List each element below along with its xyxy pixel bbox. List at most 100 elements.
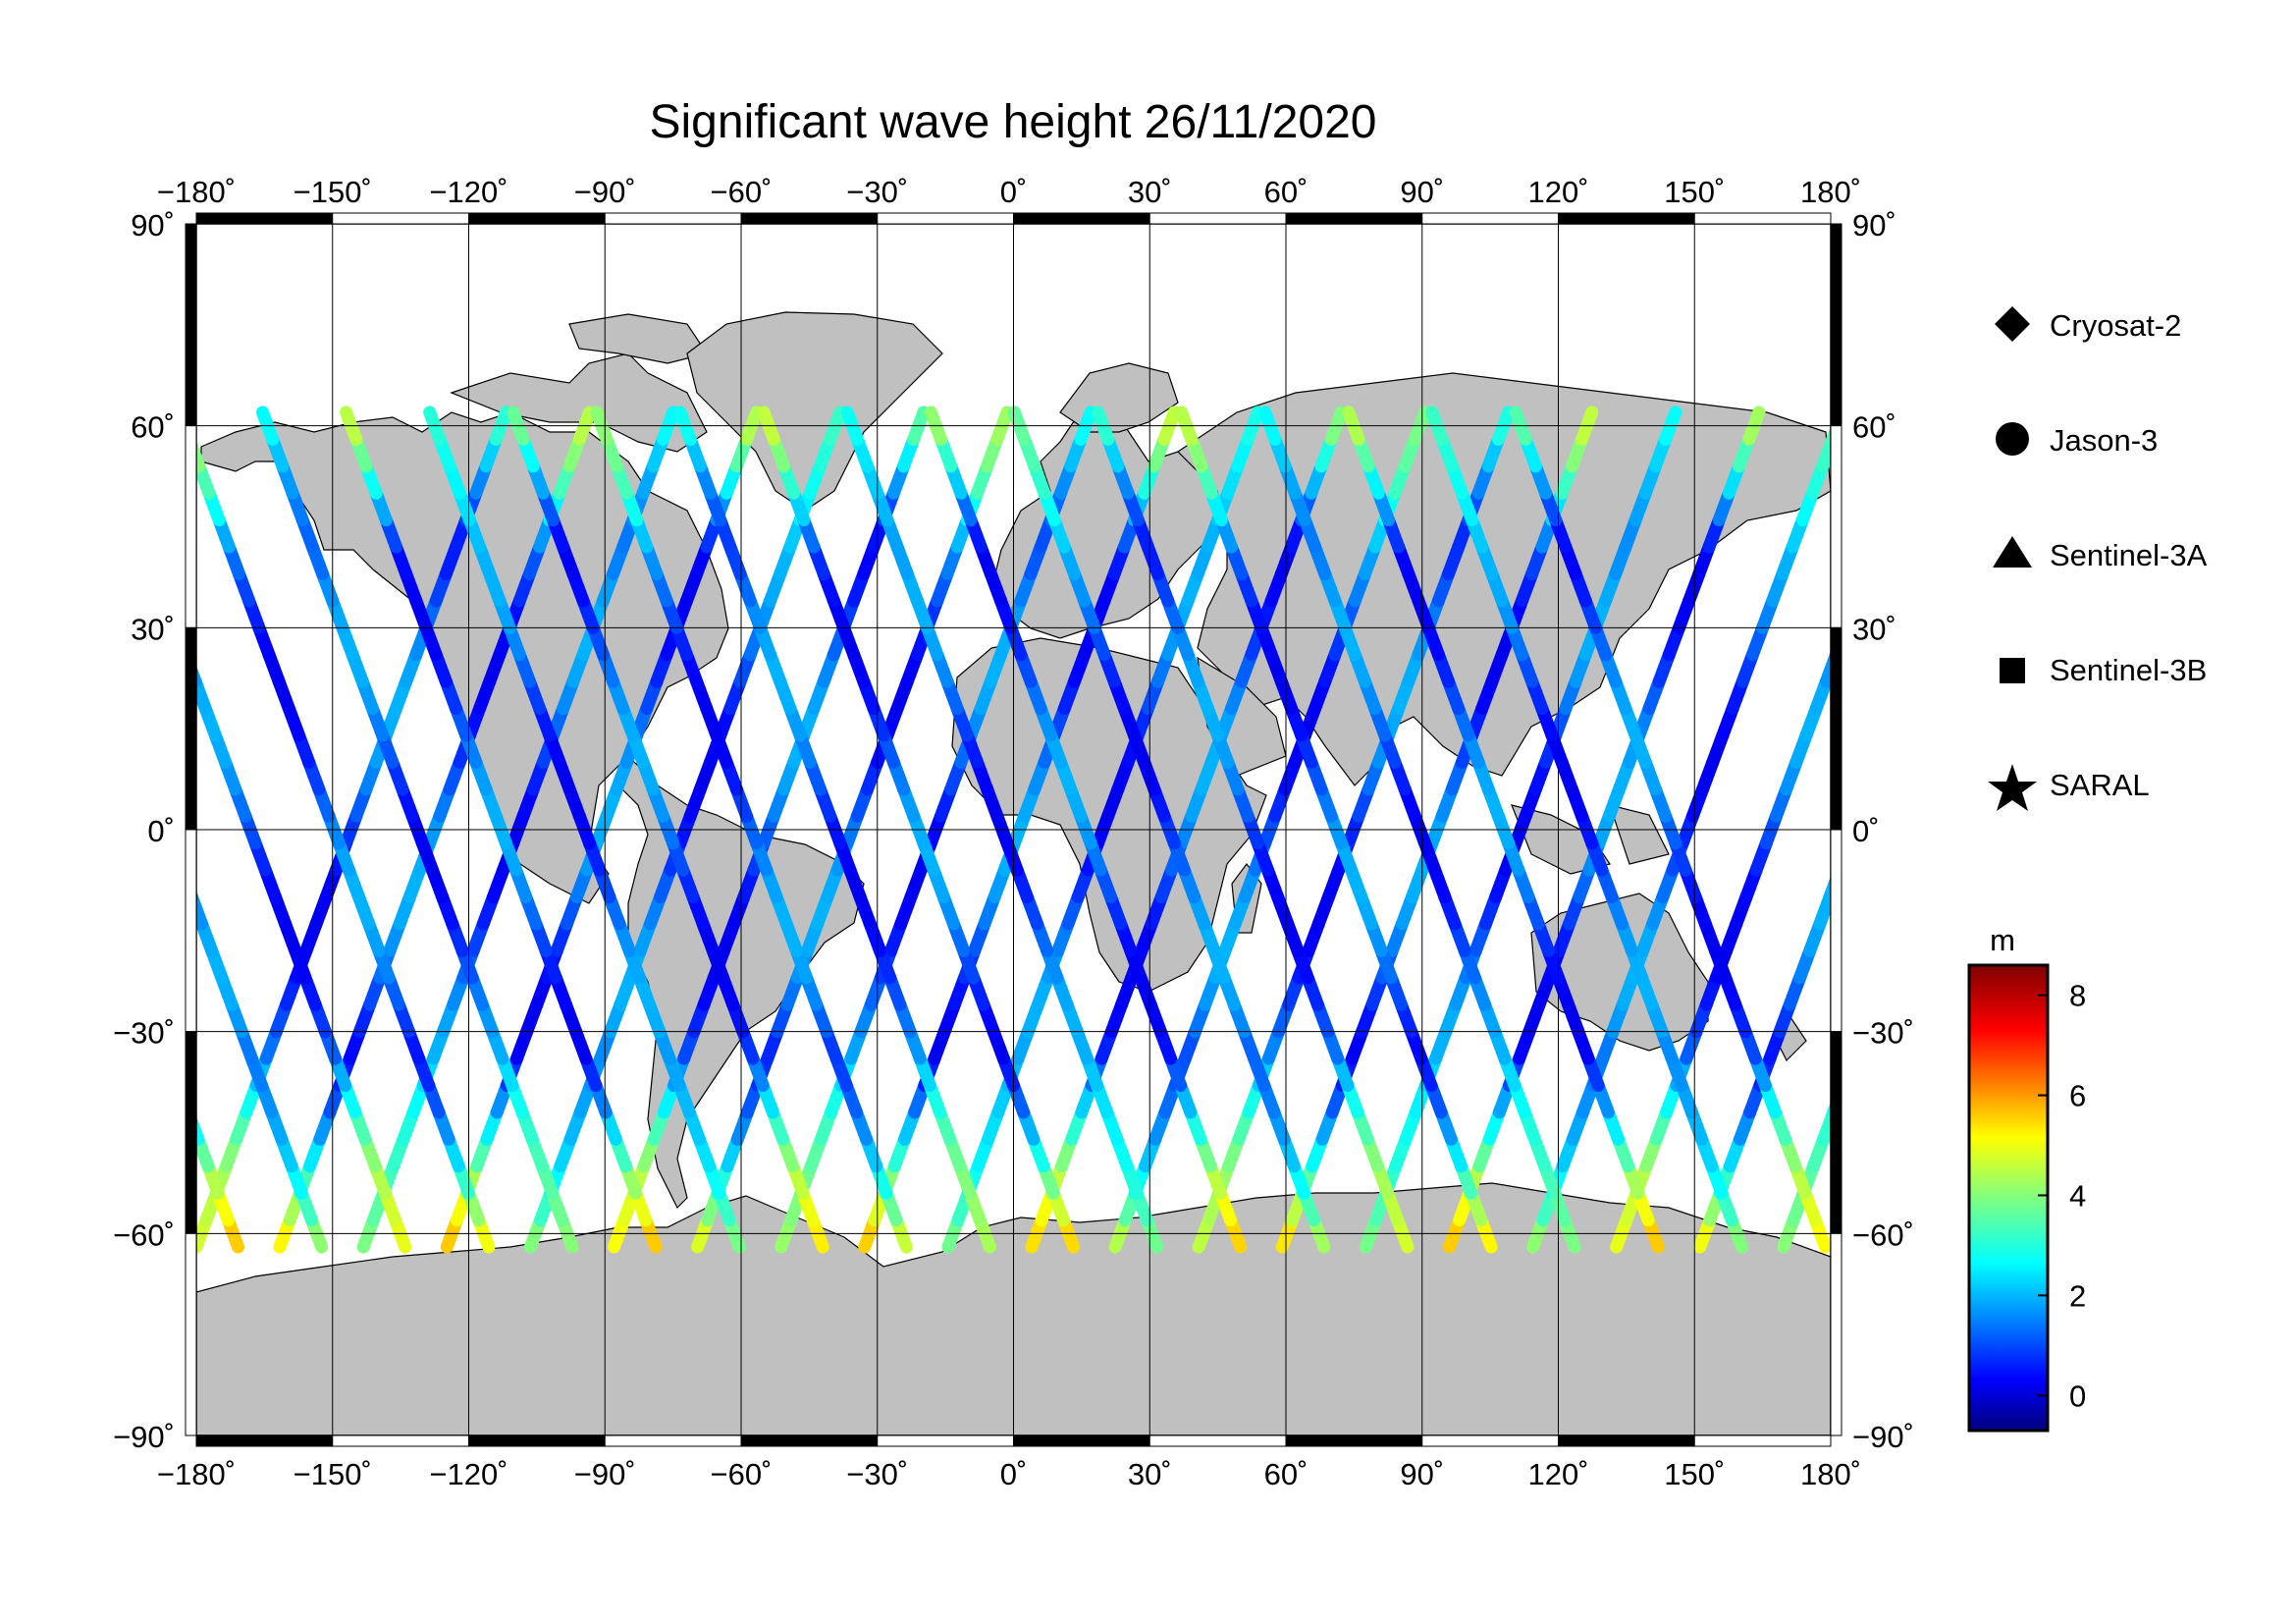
- track-segment: [132, 735, 141, 762]
- lat-tick-right: −30˚: [1852, 1016, 1914, 1051]
- track-segment: [28, 681, 38, 708]
- lon-tick-top: 120˚: [1527, 175, 1588, 209]
- map-title: Significant wave height 26/11/2020: [650, 96, 1377, 148]
- circle-icon: [1996, 422, 2029, 456]
- track-segment: [1860, 789, 1870, 816]
- track-segment: [1959, 520, 1969, 547]
- track-segment: [52, 520, 62, 547]
- track-segment: [1923, 843, 1933, 870]
- track-segment: [126, 493, 135, 519]
- colorbar-ticks: 8 6 4 2 0: [2038, 979, 2086, 1413]
- track-segment: [1816, 433, 1831, 473]
- lon-tick-bottom: −180˚: [157, 1457, 236, 1491]
- lon-tick-bottom: −90˚: [574, 1457, 636, 1491]
- colorbar: m 8 6 4 2 0: [1967, 923, 2086, 1433]
- frame-bar-bottom: [740, 1434, 879, 1447]
- track-segment: [176, 627, 186, 654]
- frame-bar-top: [1421, 212, 1559, 225]
- lon-tick-bottom: 120˚: [1527, 1457, 1588, 1491]
- track-segment: [106, 439, 116, 465]
- frame-bar-top: [1013, 212, 1150, 225]
- lon-tick-bottom: −120˚: [429, 1457, 507, 1491]
- track-segment: [1884, 950, 1894, 977]
- lat-tick-left: 30˚: [131, 612, 175, 646]
- track-segment: [62, 547, 72, 573]
- legend-label: Sentinel-3A: [2050, 538, 2208, 572]
- track-segment: [1856, 573, 1866, 600]
- lat-tick-left: −30˚: [113, 1016, 175, 1051]
- track-segment: [48, 735, 58, 762]
- lon-tick-bottom: −150˚: [294, 1457, 372, 1491]
- lat-tick-left: 90˚: [131, 208, 175, 243]
- track-segment: [1866, 547, 1876, 573]
- legend-item-cryosat: Cryosat-2: [1995, 306, 2181, 343]
- lat-tick-right: 0˚: [1852, 814, 1880, 848]
- track-segment: [2054, 493, 2063, 519]
- lon-tick-bottom: 60˚: [1264, 1457, 1308, 1491]
- track-segment: [1983, 681, 1993, 708]
- colorbar-tick-label: 0: [2069, 1379, 2086, 1413]
- diamond-icon: [1995, 306, 2030, 342]
- frame-bar-top: [195, 212, 334, 225]
- lon-tick-top: −180˚: [157, 175, 236, 209]
- track-segment: [108, 897, 118, 924]
- lon-tick-top: −30˚: [846, 175, 908, 209]
- track-segment: [79, 816, 88, 842]
- track-segment: [12, 412, 22, 439]
- axis-tick-labels: −180˚ −180˚ −150˚ −150˚ −120˚ −120˚ −90˚ −90˚ −6…: [113, 175, 1914, 1491]
- colorbar-tick-label: 2: [2069, 1278, 2086, 1313]
- colorbar-unit: m: [1990, 923, 2015, 957]
- track-segment: [1890, 709, 1899, 735]
- map-area: [0, 224, 2073, 1435]
- lon-tick-bottom: 90˚: [1400, 1457, 1444, 1491]
- track-segment: [155, 573, 165, 600]
- lon-tick-top: 60˚: [1264, 175, 1308, 209]
- frame-bar-top: [740, 212, 879, 225]
- lon-tick-bottom: 150˚: [1664, 1457, 1725, 1491]
- track-segment: [1873, 978, 1883, 1004]
- track-segment: [2063, 466, 2073, 493]
- lat-tick-right: −60˚: [1852, 1217, 1914, 1252]
- frame-bar-bottom: [1148, 1434, 1287, 1447]
- track-segment: [1970, 493, 1980, 519]
- legend-label: Sentinel-3B: [2050, 653, 2207, 687]
- track-segment: [1899, 681, 1909, 708]
- track-segment: [2013, 601, 2023, 627]
- frame-bar-bottom: [1558, 1434, 1695, 1447]
- track-segment: [1953, 762, 1963, 788]
- frame-bar-left: [185, 1232, 197, 1436]
- frame-bar-top: [468, 212, 606, 225]
- lat-tick-right: 30˚: [1852, 612, 1896, 646]
- legend-label: SARAL: [2050, 768, 2150, 802]
- legend-item-jason: Jason-3: [1996, 422, 2158, 458]
- track-segment: [1819, 651, 1831, 688]
- legend-item-saral: SARAL: [1988, 764, 2150, 811]
- frame-bar-top: [1558, 212, 1695, 225]
- frame-bar-right: [1830, 829, 1842, 1033]
- frame-bar-bottom: [468, 1434, 606, 1447]
- track-segment: [58, 762, 68, 788]
- track-segment: [19, 655, 28, 681]
- track-segment: [1940, 573, 1949, 600]
- track-segment: [112, 681, 122, 708]
- square-icon: [2000, 658, 2025, 683]
- colorbar-tick-label: 6: [2069, 1079, 2086, 1113]
- track-segment: [2033, 547, 2043, 573]
- track-segment: [1913, 870, 1923, 896]
- track-segment: [81, 601, 91, 627]
- legend-label: Cryosat-2: [2050, 308, 2181, 343]
- track-segment: [98, 870, 108, 896]
- track-segment: [95, 412, 105, 439]
- track-segment: [138, 978, 148, 1004]
- frame-bar-right: [1830, 1232, 1842, 1436]
- lon-tick-bottom: 0˚: [1000, 1457, 1028, 1491]
- track-segment: [1886, 493, 1896, 519]
- track-segment: [1934, 816, 1944, 842]
- track-segment: [1909, 655, 1919, 681]
- legend-item-sentinel-3a: Sentinel-3A: [1993, 536, 2208, 572]
- frame-bar-top: [1148, 212, 1287, 225]
- track-segment: [0, 601, 9, 627]
- frame-bar-left: [185, 223, 197, 427]
- legend-label: Jason-3: [2050, 423, 2158, 458]
